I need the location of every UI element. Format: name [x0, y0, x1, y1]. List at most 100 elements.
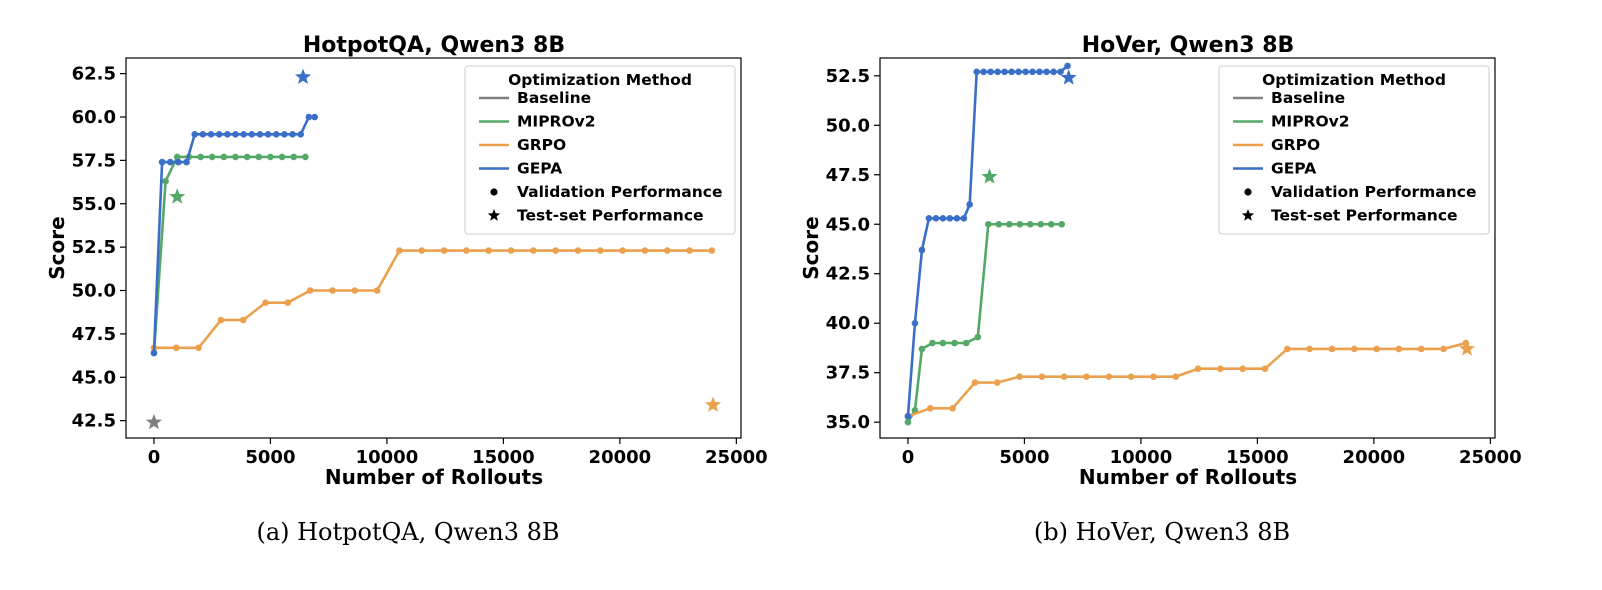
validation-point-grpo	[239, 316, 247, 324]
validation-point-miprov2	[220, 153, 228, 161]
y-tick-label: 47.5	[826, 165, 870, 186]
validation-point-grpo	[1150, 373, 1157, 380]
validation-point-miprov2	[929, 339, 936, 347]
validation-point-gepa	[980, 68, 987, 76]
validation-point-grpo	[485, 247, 493, 254]
validation-point-miprov2	[1047, 220, 1055, 228]
validation-point-gepa	[166, 158, 174, 166]
validation-point-gepa	[1015, 68, 1022, 76]
validation-point-gepa	[297, 131, 305, 138]
y-tick-label: 40.0	[826, 313, 870, 334]
chart-hotpotqa: HotpotQA, Qwen3 8B 0 5000 10000 15000 20000 2…	[45, 33, 768, 546]
validation-point-grpo	[195, 344, 202, 352]
validation-point-miprov2	[995, 220, 1003, 228]
legend-label: Baseline	[1271, 89, 1345, 107]
validation-point-gepa	[1008, 68, 1015, 76]
validation-point-grpo	[1038, 373, 1046, 380]
test-star-gepa	[1060, 69, 1077, 85]
x-tick-label: 10000	[356, 447, 419, 468]
validation-point-grpo	[1194, 365, 1202, 373]
validation-point-gepa	[248, 131, 256, 138]
validation-point-grpo	[418, 247, 426, 254]
y-tick-label: 55.0	[72, 194, 116, 215]
validation-point-gepa	[960, 215, 968, 222]
validation-point-grpo	[507, 247, 515, 254]
validation-point-miprov2	[243, 153, 251, 161]
validation-point-gepa	[973, 68, 980, 76]
y-tick-label: 42.5	[826, 264, 870, 285]
validation-point-gepa	[932, 215, 940, 222]
validation-point-miprov2	[939, 339, 947, 347]
validation-point-gepa	[1001, 68, 1008, 76]
validation-point-grpo	[1127, 373, 1135, 380]
figure-caption: (a) HotpotQA, Qwen3 8B	[256, 518, 559, 546]
x-tick-label: 0	[902, 447, 915, 468]
y-tick-label: 45.0	[72, 367, 116, 388]
validation-point-gepa	[1050, 68, 1057, 76]
validation-point-grpo	[1172, 373, 1180, 380]
validation-point-miprov2	[290, 153, 298, 161]
validation-point-grpo	[949, 405, 956, 412]
validation-point-grpo	[440, 247, 448, 254]
validation-point-grpo	[217, 316, 225, 324]
validation-point-grpo	[686, 247, 693, 254]
test-star-baseline	[145, 413, 163, 430]
validation-point-grpo	[329, 287, 336, 294]
validation-point-miprov2	[302, 153, 309, 161]
validation-point-grpo	[284, 299, 292, 306]
validation-point-gepa	[911, 319, 919, 327]
test-star-miprov2	[981, 168, 998, 184]
plot-frame	[125, 57, 742, 439]
x-tick-label: 20000	[1343, 447, 1406, 468]
test-star-miprov2	[169, 188, 186, 204]
validation-point-gepa	[272, 131, 280, 138]
figure-caption: (b) HoVer, Qwen3 8B	[1034, 518, 1290, 546]
validation-point-grpo	[262, 299, 269, 306]
legend-label: Validation Performance	[517, 183, 723, 201]
chart-title: HoVer, Qwen3 8B	[1082, 33, 1295, 58]
validation-point-miprov2	[918, 345, 926, 353]
validation-point-gepa	[311, 113, 318, 121]
validation-point-gepa	[232, 131, 239, 138]
legend: Optimization Method Baseline MIPROv2 GRPO G…	[464, 65, 736, 235]
validation-point-grpo	[1417, 345, 1425, 353]
legend-label: GEPA	[517, 160, 562, 178]
plot-frame	[879, 57, 1496, 439]
series-line-grpo	[907, 341, 1467, 418]
validation-point-grpo	[597, 247, 604, 254]
plot-marks	[145, 68, 722, 430]
legend: Optimization Method Baseline MIPROv2 GRPO G…	[1218, 65, 1490, 235]
validation-point-gepa	[158, 158, 166, 166]
validation-point-miprov2	[904, 418, 912, 426]
x-tick-label: 0	[148, 447, 161, 468]
validation-point-miprov2	[173, 153, 181, 161]
legend-box	[464, 65, 736, 235]
chart-title: HotpotQA, Qwen3 8B	[303, 33, 565, 58]
validation-point-gepa	[191, 131, 199, 138]
validation-point-grpo	[306, 287, 314, 294]
y-axis-label: Score	[799, 216, 823, 279]
validation-point-grpo	[641, 247, 649, 254]
validation-point-gepa	[199, 131, 207, 138]
validation-point-miprov2	[1058, 220, 1065, 228]
validation-point-miprov2	[1005, 220, 1013, 228]
validation-point-grpo	[1328, 345, 1336, 353]
y-tick-label: 60.0	[72, 107, 116, 128]
validation-point-grpo	[1351, 345, 1358, 353]
y-tick-label: 47.5	[72, 324, 116, 345]
series-line-miprov2	[906, 222, 1062, 423]
legend-label: Test-set Performance	[517, 207, 704, 225]
validation-point-gepa	[1064, 62, 1071, 70]
validation-point-gepa	[207, 131, 215, 138]
y-tick-label: 35.0	[826, 412, 870, 433]
x-tick-label: 5000	[999, 447, 1049, 468]
test-star-grpo	[1458, 340, 1476, 356]
x-axis-label: Number of Rollouts	[325, 465, 543, 489]
legend-handle-dot	[1244, 188, 1252, 196]
validation-point-gepa	[946, 215, 954, 222]
validation-point-gepa	[904, 412, 912, 420]
validation-point-miprov2	[232, 153, 239, 161]
x-tick-label: 25000	[1459, 447, 1522, 468]
validation-point-miprov2	[162, 177, 169, 185]
